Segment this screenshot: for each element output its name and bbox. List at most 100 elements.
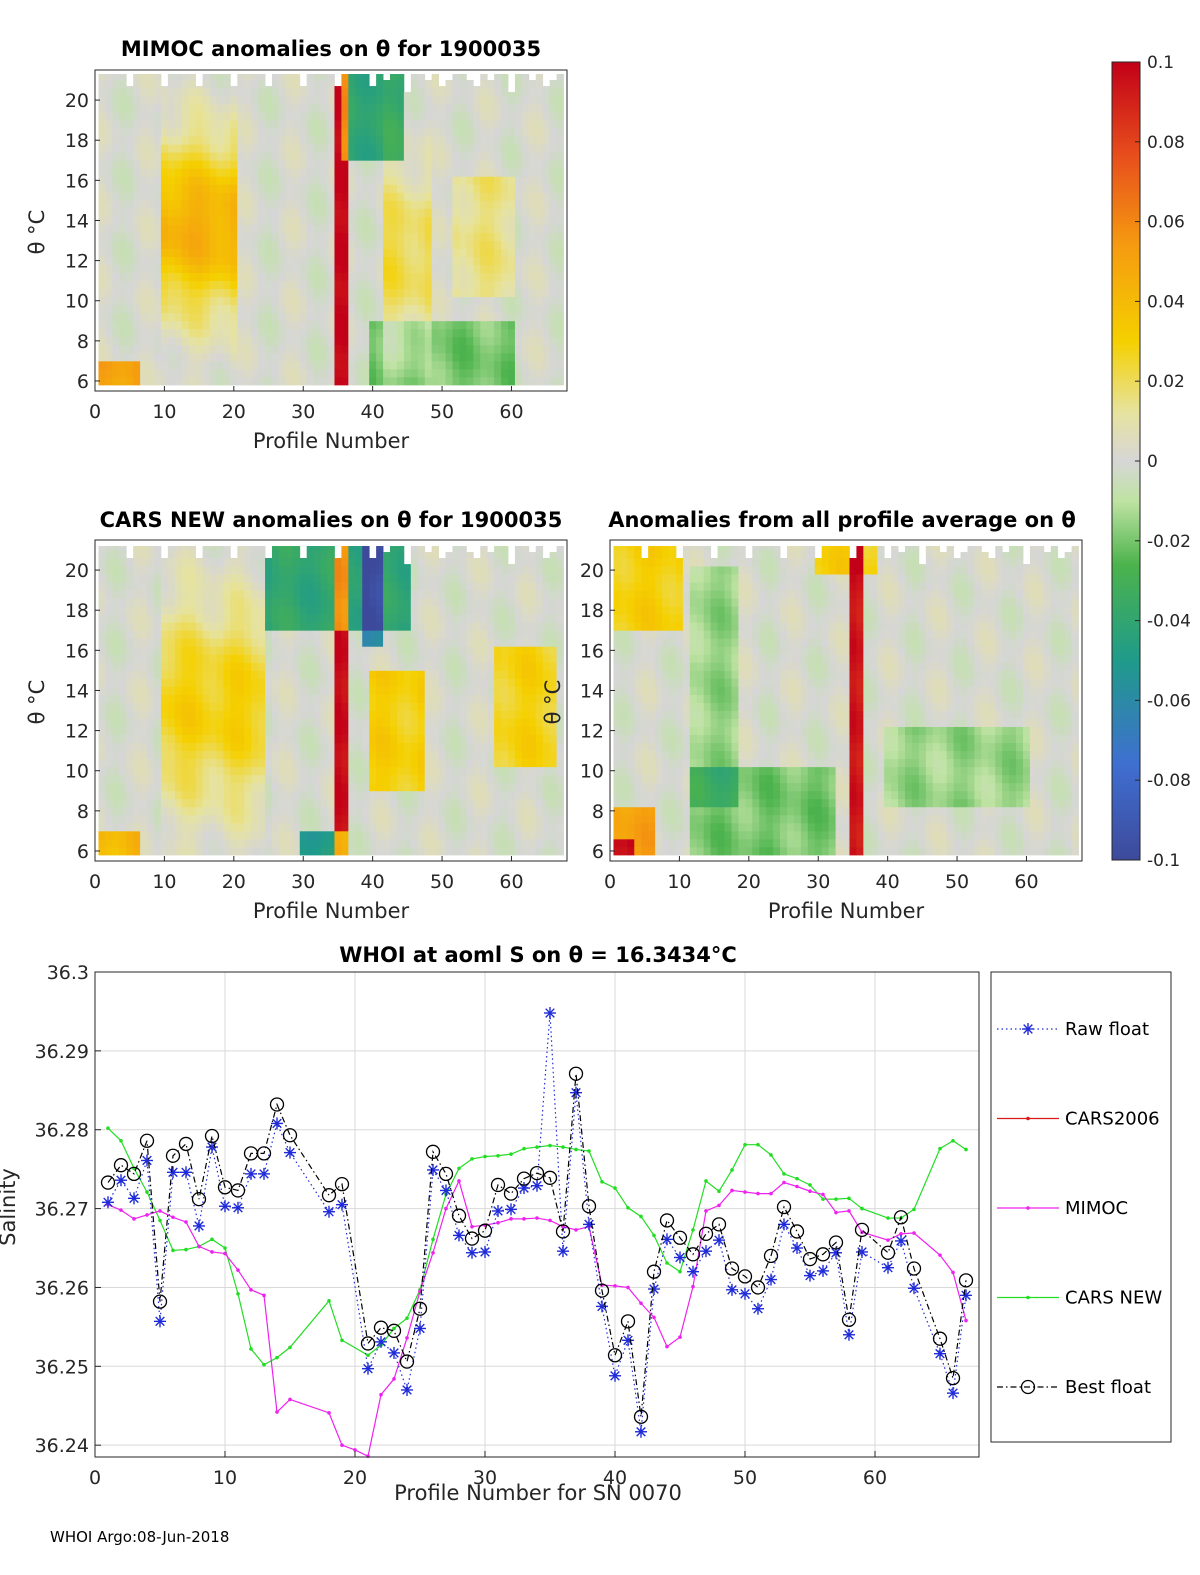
heatmap-cell	[98, 74, 106, 81]
heatmap-cell	[466, 184, 474, 193]
heatmap-cell	[396, 630, 405, 639]
heatmap-cell	[459, 376, 467, 386]
heatmap-cell	[230, 88, 238, 97]
heatmap-cell	[549, 352, 557, 362]
heatmap-cell	[119, 216, 127, 225]
heatmap-cell	[452, 590, 460, 599]
heatmap-cell	[410, 74, 419, 81]
heatmap-cell	[410, 546, 419, 551]
heatmap-cell	[355, 718, 363, 727]
heatmap-cell	[188, 598, 197, 607]
heatmap-cell	[251, 686, 259, 695]
heatmap-cell	[473, 168, 481, 177]
heatmap-cell	[438, 88, 446, 97]
heatmap-cell	[195, 176, 203, 185]
heatmap-cell	[431, 376, 439, 386]
heatmap-cell	[188, 104, 197, 113]
heatmap-cell	[313, 240, 321, 249]
heatmap-cell	[140, 798, 148, 808]
heatmap-cell	[216, 790, 224, 800]
heatmap-cell	[424, 806, 433, 816]
heatmap-cell	[223, 112, 231, 121]
heatmap-cell	[105, 830, 113, 840]
heatmap-cell	[292, 798, 301, 808]
heatmap-cell	[154, 288, 162, 298]
heatmap-cell	[223, 320, 231, 330]
heatmap-cell	[556, 352, 564, 362]
heatmap-cell	[209, 320, 217, 330]
heatmap-cell	[348, 614, 356, 623]
heatmap-cell	[528, 368, 537, 378]
heatmap-cell	[383, 742, 391, 752]
heatmap-cell	[459, 184, 467, 193]
heatmap-cell	[105, 128, 113, 137]
heatmap-cell	[188, 336, 197, 346]
heatmap-cell	[376, 806, 384, 816]
heatmap-cell	[285, 344, 294, 354]
heatmap-cell	[431, 710, 439, 719]
heatmap-cell	[313, 376, 321, 386]
heatmap-cell	[528, 136, 537, 145]
heatmap-cell	[119, 742, 127, 752]
heatmap-cell	[209, 718, 217, 727]
heatmap-cell	[265, 758, 273, 768]
heatmap-cell	[487, 376, 495, 386]
heatmap-cell	[278, 112, 287, 121]
heatmap-cell	[466, 136, 474, 145]
heatmap-cell	[244, 646, 252, 655]
heatmap-cell	[528, 216, 537, 225]
heatmap-cell	[202, 352, 210, 362]
heatmap-cell	[535, 80, 544, 89]
heatmap-cell	[535, 272, 544, 282]
heatmap-cell	[188, 734, 197, 744]
heatmap-cell	[396, 774, 405, 784]
heatmap-cell	[216, 798, 224, 808]
heatmap-cell	[390, 192, 398, 201]
heatmap-cell	[508, 264, 516, 274]
heatmap-cell	[431, 678, 439, 687]
heatmap-cell	[410, 344, 419, 354]
heatmap-cell	[244, 622, 252, 631]
heatmap-cell	[514, 360, 523, 370]
heatmap-cell	[181, 312, 190, 322]
heatmap-cell	[327, 208, 335, 217]
heatmap-cell	[98, 646, 106, 655]
heatmap-cell	[98, 280, 106, 290]
heatmap-cell	[390, 614, 398, 623]
heatmap-cell	[508, 160, 516, 169]
heatmap-cell	[480, 718, 488, 727]
heatmap-cell	[195, 352, 203, 362]
heatmap-cell	[494, 806, 502, 816]
heatmap-cell	[514, 368, 523, 378]
heatmap-cell	[362, 838, 370, 848]
heatmap-cell	[237, 742, 245, 752]
heatmap-cell	[417, 766, 426, 776]
heatmap-cell	[292, 120, 301, 129]
heatmap-cell	[362, 376, 370, 386]
heatmap-cell	[445, 670, 453, 679]
heatmap-cell	[313, 678, 321, 687]
heatmap-cell	[285, 80, 294, 89]
heatmap-cell	[501, 80, 509, 89]
heatmap-cell	[258, 240, 266, 249]
heatmap-cell	[112, 550, 120, 559]
heatmap-cell	[126, 718, 134, 727]
heatmap-cell	[549, 80, 557, 89]
heatmap-cell	[383, 598, 391, 607]
heatmap-cell	[140, 96, 148, 105]
heatmap-cell	[334, 558, 342, 567]
heatmap-cell	[202, 558, 210, 567]
heatmap-cell	[251, 328, 259, 338]
heatmap-cell	[348, 654, 356, 663]
heatmap-cell	[133, 240, 141, 249]
heatmap-cell	[292, 726, 301, 735]
heatmap-cell	[424, 136, 433, 145]
heatmap-cell	[334, 280, 342, 290]
heatmap-cell	[549, 288, 557, 298]
heatmap-cell	[396, 176, 405, 185]
heatmap-cell	[195, 232, 203, 241]
heatmap-cell	[202, 566, 210, 575]
heatmap-cell	[535, 200, 544, 209]
heatmap-cell	[424, 766, 433, 776]
heatmap-cell	[327, 264, 335, 274]
